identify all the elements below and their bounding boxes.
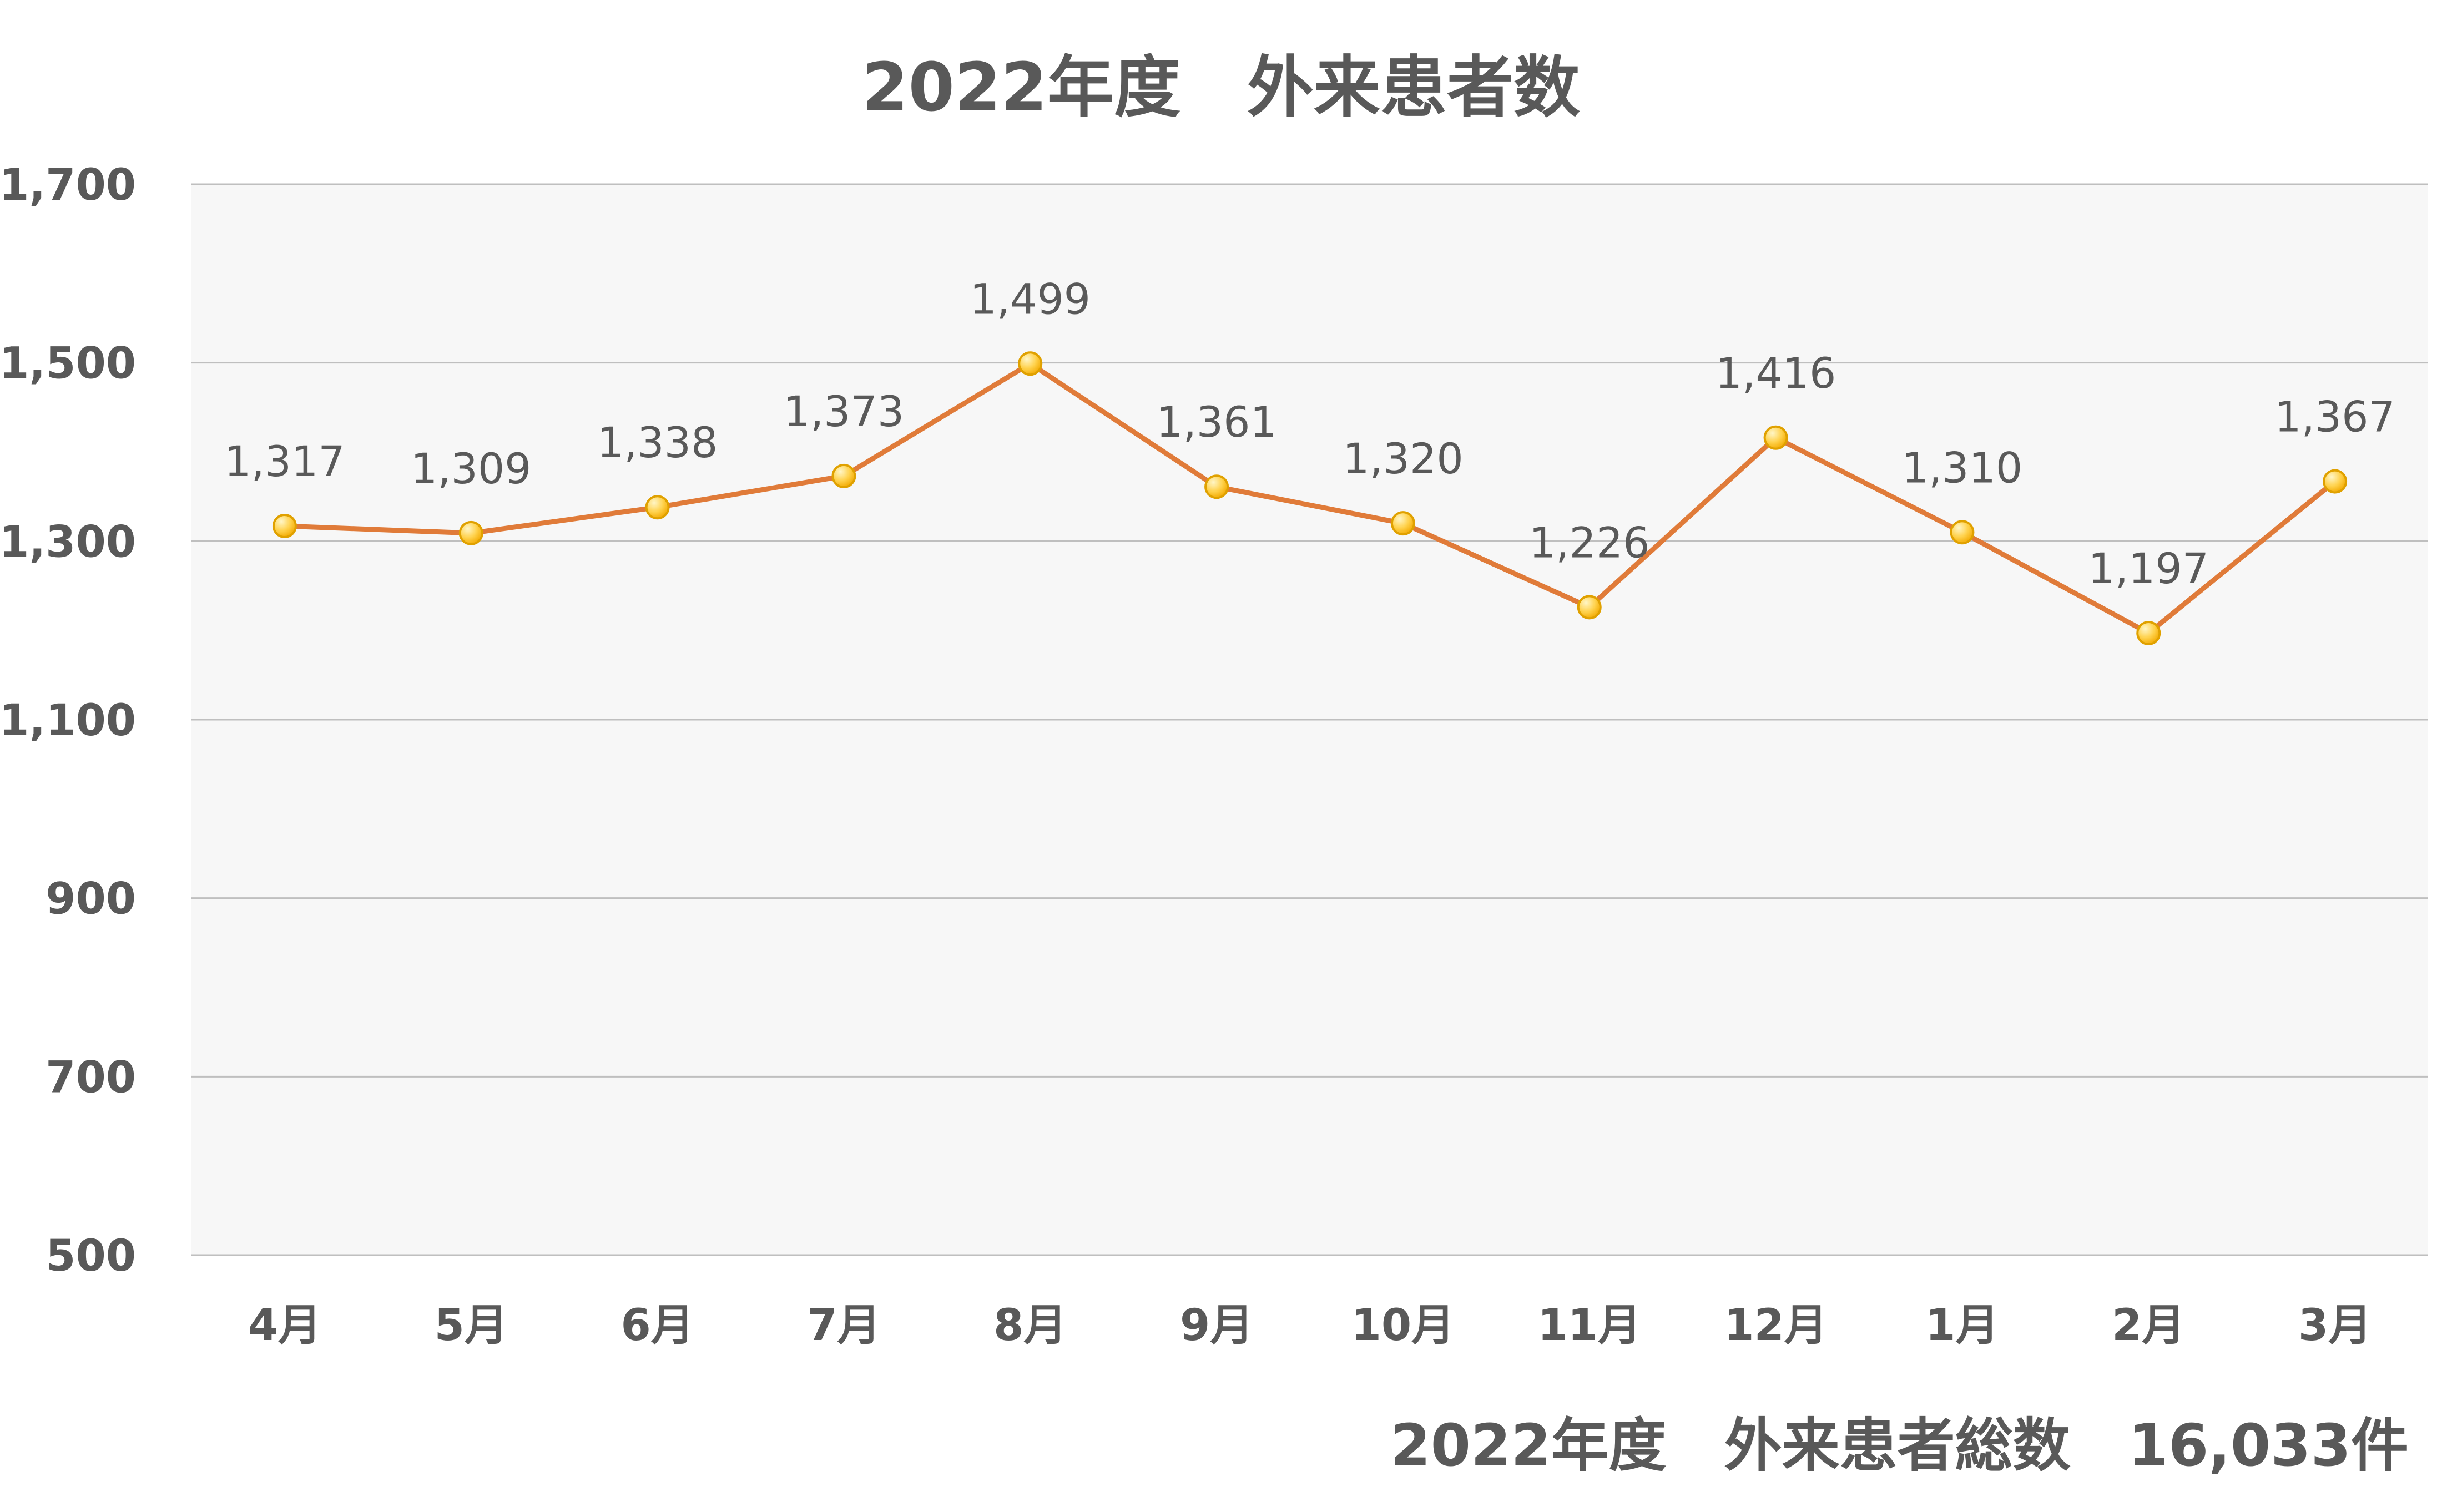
data-point-marker <box>2136 620 2161 645</box>
series <box>272 351 2348 645</box>
chart-title: 2022年度 外来患者数 <box>862 49 1580 127</box>
y-tick-label: 900 <box>46 874 136 924</box>
data-label: 1,373 <box>784 387 905 436</box>
x-tick-label: 7月 <box>807 1301 880 1351</box>
data-label: 1,416 <box>1716 348 1836 398</box>
y-tick-label: 500 <box>46 1231 136 1281</box>
data-point-marker <box>1763 425 1788 450</box>
x-tick-label: 8月 <box>993 1301 1067 1351</box>
series-line <box>282 361 2338 636</box>
data-label: 1,361 <box>1156 397 1277 447</box>
gridlines <box>191 183 2428 1256</box>
data-label: 1,367 <box>2274 392 2395 442</box>
x-tick-label: 1月 <box>1925 1301 1999 1351</box>
data-label: 1,317 <box>224 437 345 486</box>
data-label: 1,338 <box>597 418 718 467</box>
x-tick-label: 10月 <box>1351 1301 1455 1351</box>
x-tick-label: 12月 <box>1724 1301 1828 1351</box>
x-axis-tick-labels: 4月 5月 6月 7月 8月 9月 10月 11月 12月 1月 2月 3月 <box>248 1301 2372 1351</box>
y-tick-label: 700 <box>46 1053 136 1103</box>
data-point-marker <box>1390 511 1415 536</box>
data-point-marker <box>831 463 856 488</box>
data-label: 1,310 <box>1902 443 2023 492</box>
total-summary: 2022年度 外来患者総数 16,033件 <box>1390 1412 2409 1479</box>
data-point-marker <box>458 520 483 545</box>
x-tick-label: 2月 <box>2112 1301 2185 1351</box>
data-labels: 1,317 1,309 1,338 1,373 1,499 1,361 1,320 1,226… <box>224 274 2395 593</box>
data-point-marker <box>272 513 297 538</box>
data-point-marker <box>1577 595 1602 620</box>
data-label: 1,226 <box>1529 518 1650 567</box>
x-tick-label: 9月 <box>1180 1301 1253 1351</box>
x-tick-label: 4月 <box>248 1301 321 1351</box>
y-tick-label: 1,100 <box>0 696 136 746</box>
data-point-marker <box>1950 520 1975 545</box>
data-point-marker <box>1018 351 1043 376</box>
data-label: 1,197 <box>2088 544 2209 593</box>
y-tick-label: 1,300 <box>0 517 136 567</box>
data-label: 1,499 <box>970 274 1091 323</box>
data-label: 1,309 <box>411 444 532 493</box>
data-label: 1,320 <box>1343 434 1464 483</box>
data-point-marker <box>2323 469 2348 494</box>
data-point-marker <box>1204 474 1229 499</box>
x-tick-label: 3月 <box>2298 1301 2372 1351</box>
y-axis-tick-labels: 500 700 900 1,100 1,300 1,500 1,700 <box>0 160 136 1281</box>
y-tick-label: 1,700 <box>0 160 136 210</box>
data-point-marker <box>645 495 670 520</box>
y-tick-label: 1,500 <box>0 339 136 389</box>
x-tick-label: 6月 <box>620 1301 694 1351</box>
x-tick-label: 5月 <box>435 1301 508 1351</box>
x-tick-label: 11月 <box>1537 1301 1641 1351</box>
